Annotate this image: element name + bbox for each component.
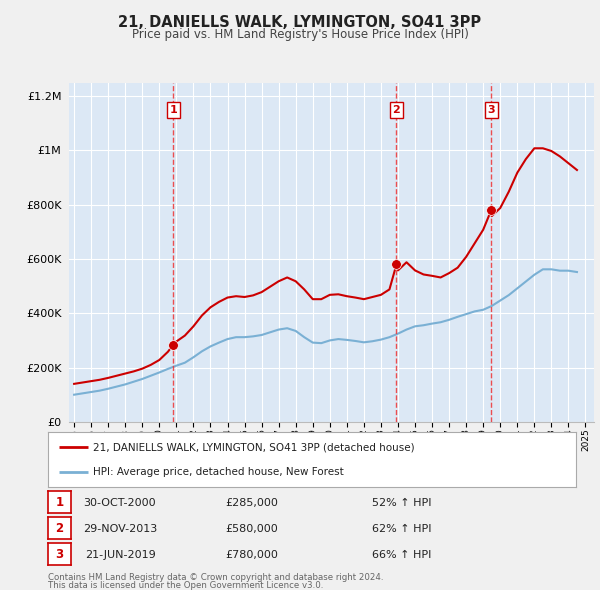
Text: 62% ↑ HPI: 62% ↑ HPI [372, 524, 431, 533]
Text: 30-OCT-2000: 30-OCT-2000 [83, 498, 157, 507]
Text: 3: 3 [55, 548, 64, 560]
Text: This data is licensed under the Open Government Licence v3.0.: This data is licensed under the Open Gov… [48, 581, 323, 590]
Text: 21, DANIELLS WALK, LYMINGTON, SO41 3PP: 21, DANIELLS WALK, LYMINGTON, SO41 3PP [118, 15, 482, 30]
Text: 2: 2 [55, 522, 64, 535]
Text: £285,000: £285,000 [226, 498, 278, 507]
Text: 29-NOV-2013: 29-NOV-2013 [83, 524, 157, 533]
Text: Price paid vs. HM Land Registry's House Price Index (HPI): Price paid vs. HM Land Registry's House … [131, 28, 469, 41]
Text: £580,000: £580,000 [226, 524, 278, 533]
Text: HPI: Average price, detached house, New Forest: HPI: Average price, detached house, New … [93, 467, 344, 477]
Text: 3: 3 [487, 105, 495, 114]
Text: 1: 1 [55, 496, 64, 509]
Text: Contains HM Land Registry data © Crown copyright and database right 2024.: Contains HM Land Registry data © Crown c… [48, 572, 383, 582]
Text: 52% ↑ HPI: 52% ↑ HPI [372, 498, 431, 507]
Text: 21, DANIELLS WALK, LYMINGTON, SO41 3PP (detached house): 21, DANIELLS WALK, LYMINGTON, SO41 3PP (… [93, 442, 415, 452]
Text: 66% ↑ HPI: 66% ↑ HPI [372, 550, 431, 559]
Text: £780,000: £780,000 [226, 550, 278, 559]
Text: 21-JUN-2019: 21-JUN-2019 [85, 550, 155, 559]
Text: 2: 2 [392, 105, 400, 114]
Text: 1: 1 [170, 105, 178, 114]
